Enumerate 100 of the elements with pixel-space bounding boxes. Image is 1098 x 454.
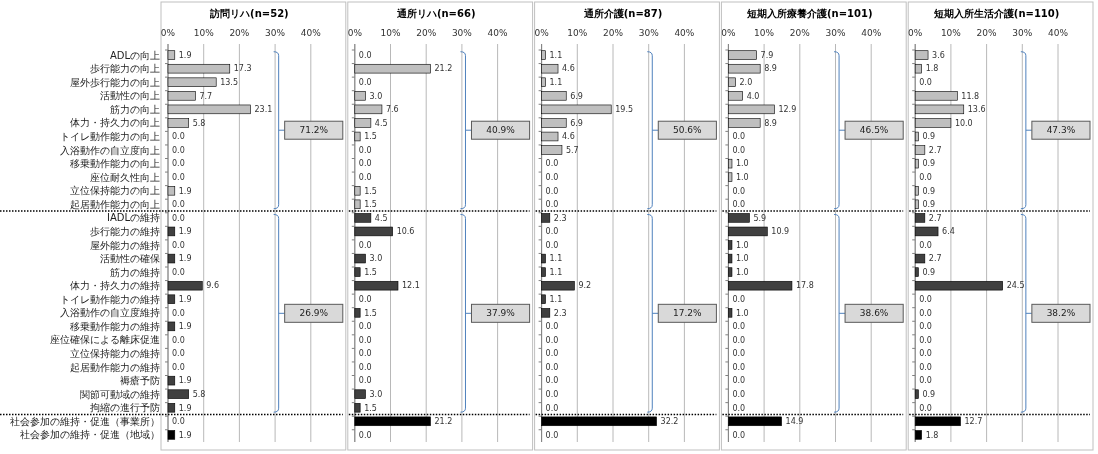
data-label: 0.0 (172, 308, 185, 318)
bar (354, 104, 383, 115)
bar (728, 63, 761, 74)
bar (354, 118, 372, 128)
x-tick-label: 20% (416, 28, 437, 38)
data-label: 1.0 (735, 267, 749, 277)
data-label: 1.5 (364, 186, 377, 196)
y-tick-label: 関節可動域の維持 (80, 388, 160, 400)
data-label: 0.0 (545, 430, 559, 440)
y-tick-label: 座位耐久性向上 (90, 171, 160, 183)
bar (167, 91, 196, 101)
data-label: 1.1 (549, 78, 563, 88)
data-label: 0.0 (358, 349, 372, 359)
bar (914, 280, 1003, 291)
data-label: 0.0 (545, 322, 559, 332)
data-label: 12.1 (402, 281, 420, 291)
data-label: 1.9 (178, 227, 192, 237)
data-label: 7.6 (385, 105, 399, 115)
chart-title: 短期入所生活介護(n=110) (932, 8, 1060, 19)
data-label: 4.5 (374, 118, 388, 128)
bar (167, 375, 176, 386)
bar (541, 308, 551, 318)
annotation: 47.3% (1046, 125, 1076, 136)
x-tick-label: 10% (754, 28, 775, 38)
data-label: 0.0 (919, 376, 932, 386)
bar (728, 118, 761, 128)
x-tick-label: 0% (347, 28, 363, 38)
x-tick-label: 40% (674, 28, 695, 38)
data-label: 1.9 (178, 186, 192, 196)
data-label: 0.9 (922, 200, 936, 210)
x-tick-label: 20% (976, 28, 998, 38)
bar (354, 199, 361, 210)
annotation: 71.2% (299, 125, 329, 136)
y-tick-label: 歩行能力の向上 (90, 63, 160, 75)
x-tick-label: 20% (789, 28, 811, 38)
data-label: 0.0 (358, 376, 372, 386)
y-tick-label: 筋力の向上 (110, 103, 160, 115)
data-label: 5.8 (192, 389, 206, 399)
bar (728, 280, 793, 291)
y-tick-label: 褥瘡予防 (120, 375, 160, 387)
chart-title: 訪問リハ(n=52) (209, 8, 289, 19)
y-tick-label: トイレ動作能力の維持 (60, 293, 160, 305)
data-label: 9.6 (206, 281, 220, 291)
y-tick-label: 拘縮の進行予防 (90, 402, 160, 414)
data-label: 2.0 (739, 78, 753, 88)
data-label: 0.0 (172, 335, 185, 345)
x-tick-label: 10% (567, 28, 588, 38)
data-label: 4.0 (746, 91, 760, 101)
data-label: 12.9 (778, 105, 797, 115)
bar (167, 430, 176, 440)
data-label: 0.0 (919, 362, 932, 372)
data-label: 0.0 (919, 322, 932, 332)
data-label: 6.9 (570, 91, 583, 101)
bar (728, 172, 733, 182)
x-tick-label: 30% (265, 28, 286, 38)
y-tick-label: 座位確保による離床促進 (50, 334, 160, 346)
bar (541, 118, 567, 128)
data-label: 4.5 (374, 213, 388, 223)
data-label: 1.9 (178, 376, 192, 386)
data-label: 0.0 (358, 362, 372, 372)
bar (728, 77, 736, 87)
bar (728, 267, 733, 277)
data-label: 1.0 (735, 308, 749, 318)
data-label: 0.0 (172, 362, 185, 372)
bar (167, 294, 176, 304)
data-label: 0.0 (545, 172, 559, 182)
data-label: 2.7 (928, 254, 942, 264)
data-label: 0.0 (358, 295, 372, 305)
data-label: 1.0 (735, 172, 749, 182)
annotation: 17.2% (673, 308, 703, 319)
y-tick-label: 起居動作能力の向上 (70, 198, 160, 210)
bar (354, 63, 431, 74)
data-label: 11.8 (961, 91, 980, 101)
data-label: 4.6 (562, 132, 575, 142)
data-label: 24.5 (1006, 281, 1025, 291)
data-label: 0.0 (732, 295, 746, 305)
bar (167, 226, 176, 237)
data-label: 0.0 (358, 240, 372, 250)
data-label: 1.8 (925, 64, 939, 74)
data-label: 9.2 (578, 281, 592, 291)
data-label: 0.0 (545, 186, 559, 196)
data-label: 1.0 (735, 254, 749, 264)
data-label: 6.4 (942, 227, 955, 237)
bar (541, 131, 559, 142)
data-label: 0.0 (732, 200, 746, 210)
data-label: 6.9 (570, 118, 583, 128)
bar (354, 131, 361, 142)
data-label: 0.0 (732, 145, 746, 155)
bar (541, 280, 575, 291)
x-tick-label: 0% (534, 28, 550, 38)
bar (354, 416, 431, 427)
data-label: 0.0 (172, 172, 185, 182)
bar (914, 118, 952, 128)
data-label: 32.2 (660, 417, 679, 427)
bar (914, 416, 961, 427)
bar (354, 389, 366, 399)
bar (914, 430, 922, 440)
data-label: 3.6 (932, 50, 945, 60)
bar (728, 416, 782, 427)
bar (914, 131, 919, 142)
